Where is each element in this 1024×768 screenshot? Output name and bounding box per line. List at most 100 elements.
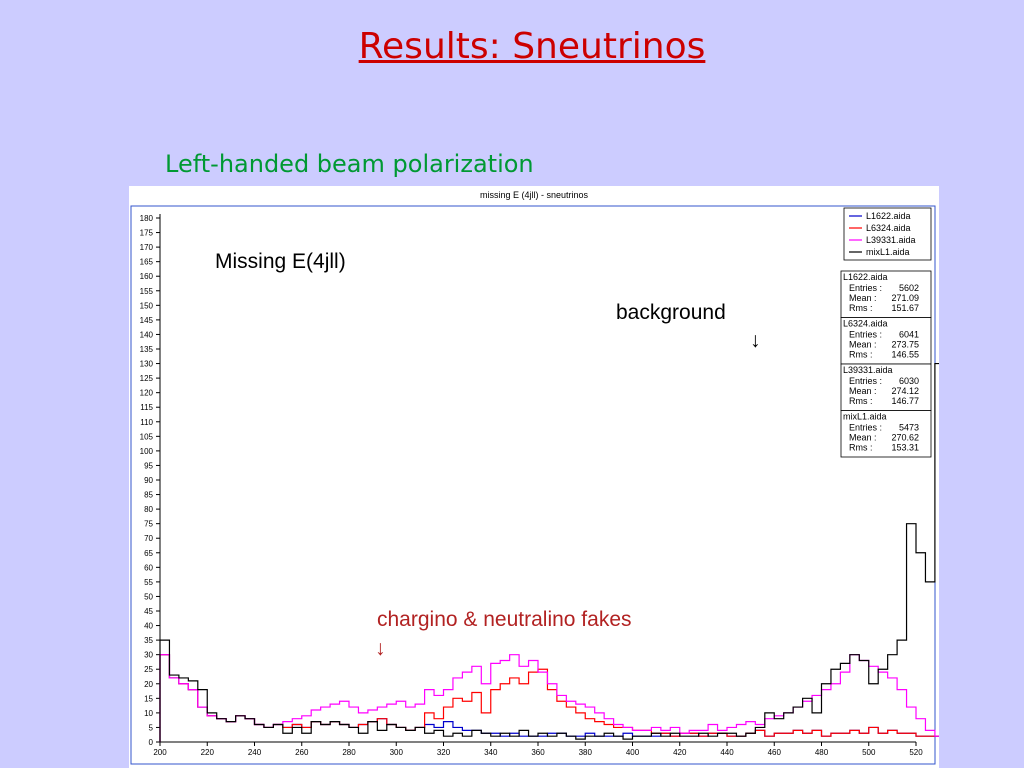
annotation-background-arrow: ↓ [750,329,761,352]
annotations: Missing E(4jll) background ↓ chargino & … [215,250,761,660]
stats-value-mean: 273.75 [891,340,919,350]
x-tick-label: 460 [768,748,782,757]
y-tick-label: 55 [144,578,153,587]
y-tick-label: 10 [144,709,153,718]
stats-box [840,363,932,411]
legend-label-L6324: L6324.aida [866,223,911,233]
y-tick-label: 115 [140,403,153,412]
x-tick-label: 280 [342,748,356,757]
y-tick-label: 105 [140,432,154,441]
stats-label-rms: Rms : [849,396,873,406]
y-tick-label: 25 [144,665,153,674]
axes: 0 5 10 15 20 25 30 35 40 45 50 55 60 65 70 75 80 85 90 95 10… [140,214,923,757]
legend: L1622.aida L6324.aida L39331.aida mixL1.aid… [843,207,932,261]
plot-border [130,205,936,765]
stats-label-mean: Mean : [849,293,877,303]
y-tick-label: 165 [140,258,154,267]
stats-label-entries: Entries : [849,283,882,293]
y-tick-label: 5 [149,723,154,732]
y-tick-label: 125 [140,374,154,383]
y-tick-label: 45 [144,607,153,616]
stats-label-mean: Mean : [849,386,877,396]
x-tick-label: 520 [909,748,923,757]
stats-value-mean: 274.12 [891,386,919,396]
stats-name: mixL1.aida [843,412,887,422]
y-tick-label: 150 [140,301,154,310]
x-tick-label: 340 [484,748,498,757]
y-tick-label: 170 [140,243,154,252]
y-tick-label: 65 [144,549,153,558]
annotation-fakes-arrow: ↓ [375,637,386,660]
slide-subtitle: Left-handed beam polarization [165,150,534,178]
x-tick-label: 440 [720,748,734,757]
slide-title: Results: Sneutrinos [358,26,706,67]
stats-value-rms: 153.31 [891,443,919,453]
x-tick-label: 420 [673,748,687,757]
y-tick-label: 75 [144,520,153,529]
histogram-line-mixL1 [159,362,939,742]
stats-value-mean: 270.62 [891,433,919,443]
stats-label-entries: Entries : [849,423,882,433]
histogram-line-L39331 [159,654,939,742]
y-tick-label: 15 [144,694,153,703]
stats-value-rms: 151.67 [891,303,919,313]
histogram-chart: missing E (4jll) - sneutrinos 0 5 10 15 20 25… [130,190,939,765]
histogram-panel: missing E (4jll) - sneutrinos 0 5 10 15 20 25… [129,186,939,768]
stats-label-entries: Entries : [849,330,882,340]
legend-box [843,207,932,261]
x-tick-label: 480 [815,748,829,757]
stats-label-mean: Mean : [849,433,877,443]
stats-label-rms: Rms : [849,303,873,313]
y-tick-label: 140 [140,330,154,339]
y-tick-label: 80 [144,505,153,514]
annotation-missing-e: Missing E(4jll) [215,250,346,273]
y-tick-label: 20 [144,680,153,689]
x-tick-label: 220 [201,748,215,757]
y-tick-label: 120 [140,389,154,398]
y-tick-label: 0 [149,738,154,747]
y-tick-label: 100 [140,447,154,456]
y-tick-label: 90 [144,476,153,485]
series-mixL1 [159,362,939,742]
stats-name: L39331.aida [843,365,893,375]
annotation-fakes: chargino & neutralino fakes [377,608,632,631]
x-tick-label: 240 [248,748,262,757]
annotation-background: background [616,301,726,324]
x-tick-label: 380 [579,748,593,757]
y-tick-label: 95 [144,461,153,470]
y-tick-label: 70 [144,534,153,543]
y-tick-label: 50 [144,592,153,601]
legend-label-L1622: L1622.aida [866,211,911,221]
stats-box [840,317,932,365]
y-tick-label: 145 [140,316,154,325]
series-L39331 [159,654,939,742]
y-tick-label: 60 [144,563,153,572]
x-tick-label: 320 [437,748,451,757]
stats-value-entries: 6041 [899,330,919,340]
plot-frame [130,205,936,765]
stats-value-rms: 146.77 [891,396,919,406]
stats-label-rms: Rms : [849,443,873,453]
legend-label-mixL1: mixL1.aida [866,247,910,257]
stats-value-rms: 146.55 [891,350,919,360]
x-tick-label: 300 [390,748,404,757]
stats-label-entries: Entries : [849,376,882,386]
y-tick-label: 180 [140,214,154,223]
y-tick-label: 175 [140,229,154,238]
y-tick-label: 40 [144,622,153,631]
x-tick-label: 260 [295,748,309,757]
y-tick-label: 35 [144,636,153,645]
series-L6324 [159,654,939,742]
chart-title: missing E (4jll) - sneutrinos [480,190,589,200]
histogram-line-L1622 [159,654,939,742]
stats-name: L6324.aida [843,319,888,329]
stats-box [840,410,932,458]
y-tick-label: 130 [140,360,154,369]
stats-value-entries: 5602 [899,283,919,293]
y-tick-label: 155 [140,287,154,296]
stats-value-entries: 5473 [899,423,919,433]
y-tick-label: 135 [140,345,154,354]
histogram-line-L6324 [159,654,939,742]
x-tick-label: 200 [153,748,167,757]
